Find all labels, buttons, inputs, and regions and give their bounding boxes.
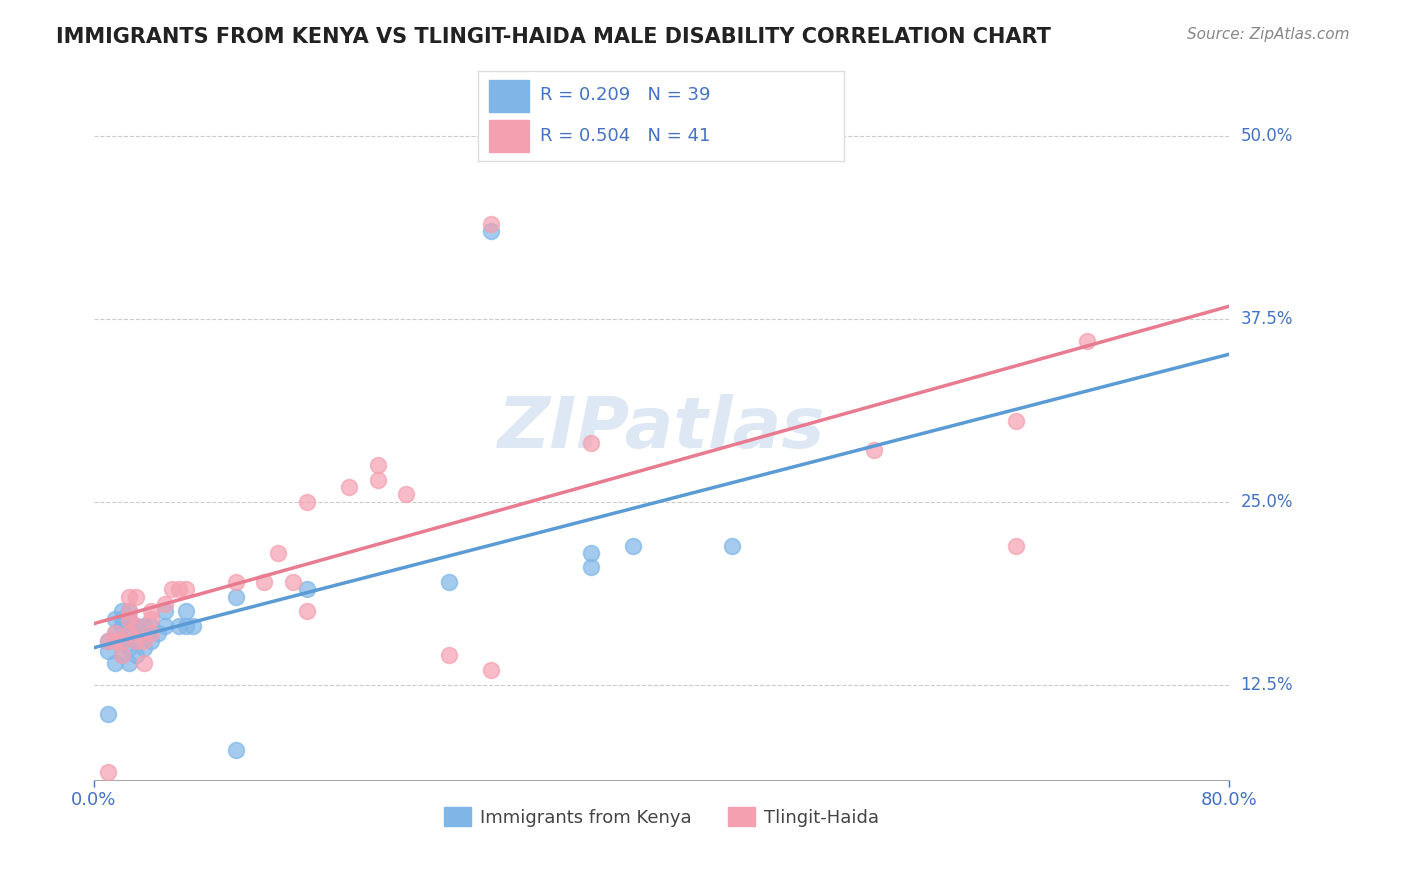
Point xyxy=(125,619,148,633)
Point xyxy=(97,644,120,658)
Point xyxy=(104,656,127,670)
Point xyxy=(111,604,134,618)
Point xyxy=(721,539,744,553)
Point xyxy=(153,619,176,633)
Point xyxy=(174,582,197,597)
Point xyxy=(97,633,120,648)
Point xyxy=(267,546,290,560)
Point xyxy=(367,458,389,472)
Point xyxy=(97,633,120,648)
Point xyxy=(139,619,162,633)
Point xyxy=(118,626,141,640)
Point xyxy=(111,633,134,648)
Point xyxy=(118,612,141,626)
Point xyxy=(337,480,360,494)
Point xyxy=(281,575,304,590)
Point xyxy=(125,619,148,633)
Point xyxy=(104,626,127,640)
Point xyxy=(104,612,127,626)
Text: 25.0%: 25.0% xyxy=(1240,492,1294,510)
Point xyxy=(118,604,141,618)
Point xyxy=(863,443,886,458)
Point xyxy=(225,575,247,590)
Point xyxy=(479,217,502,231)
Point xyxy=(479,224,502,238)
Point xyxy=(132,656,155,670)
Point xyxy=(146,626,169,640)
Text: 12.5%: 12.5% xyxy=(1240,675,1294,693)
Point xyxy=(111,619,134,633)
Point xyxy=(111,648,134,663)
Point xyxy=(225,743,247,757)
Point xyxy=(479,663,502,677)
Point xyxy=(295,604,318,618)
FancyBboxPatch shape xyxy=(489,80,529,112)
Point xyxy=(509,128,531,143)
Point xyxy=(153,604,176,618)
Point xyxy=(181,619,204,633)
Point xyxy=(437,648,460,663)
Point xyxy=(104,626,127,640)
Point xyxy=(295,494,318,508)
Point xyxy=(174,604,197,618)
Text: Source: ZipAtlas.com: Source: ZipAtlas.com xyxy=(1187,27,1350,42)
Point xyxy=(225,590,247,604)
Point xyxy=(118,604,141,618)
Text: 37.5%: 37.5% xyxy=(1240,310,1294,328)
Point xyxy=(125,590,148,604)
Point xyxy=(1005,539,1028,553)
Point xyxy=(139,633,162,648)
Point xyxy=(139,612,162,626)
Text: 50.0%: 50.0% xyxy=(1240,127,1292,145)
Point xyxy=(579,560,602,574)
Point xyxy=(118,640,141,655)
Text: R = 0.504   N = 41: R = 0.504 N = 41 xyxy=(540,127,710,145)
Point xyxy=(132,633,155,648)
Point xyxy=(111,612,134,626)
Point xyxy=(160,582,183,597)
Point xyxy=(118,590,141,604)
Point xyxy=(125,633,148,648)
Point xyxy=(118,612,141,626)
Point xyxy=(97,706,120,721)
Point xyxy=(167,582,190,597)
Point xyxy=(367,473,389,487)
Point xyxy=(253,575,276,590)
Point xyxy=(111,648,134,663)
Point xyxy=(174,619,197,633)
Point xyxy=(125,633,148,648)
Point xyxy=(167,619,190,633)
Text: IMMIGRANTS FROM KENYA VS TLINGIT-HAIDA MALE DISABILITY CORRELATION CHART: IMMIGRANTS FROM KENYA VS TLINGIT-HAIDA M… xyxy=(56,27,1052,46)
Legend: Immigrants from Kenya, Tlingit-Haida: Immigrants from Kenya, Tlingit-Haida xyxy=(437,800,886,834)
Point xyxy=(125,648,148,663)
Point xyxy=(295,582,318,597)
FancyBboxPatch shape xyxy=(489,120,529,152)
Point xyxy=(118,626,141,640)
Point xyxy=(579,436,602,450)
Point xyxy=(111,633,134,648)
Point xyxy=(139,604,162,618)
Point xyxy=(132,619,155,633)
Point xyxy=(104,633,127,648)
Point xyxy=(153,597,176,611)
Point xyxy=(1005,414,1028,428)
Point xyxy=(579,546,602,560)
Point xyxy=(395,487,418,501)
Text: ZIPatlas: ZIPatlas xyxy=(498,394,825,463)
Point xyxy=(132,640,155,655)
Point xyxy=(437,575,460,590)
Point xyxy=(621,539,644,553)
Point xyxy=(97,765,120,780)
Point xyxy=(139,626,162,640)
Point xyxy=(1076,334,1098,348)
Point xyxy=(118,656,141,670)
Text: R = 0.209   N = 39: R = 0.209 N = 39 xyxy=(540,87,710,104)
